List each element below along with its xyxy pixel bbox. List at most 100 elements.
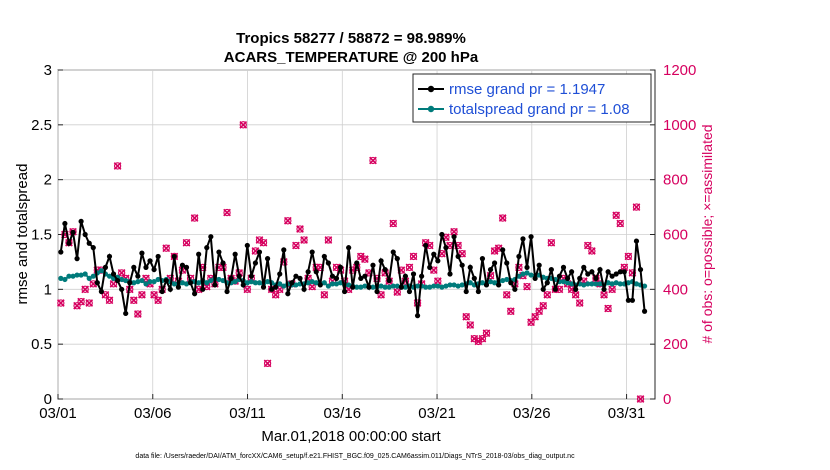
- obs-possible-point: [636, 395, 645, 403]
- rmse-point: [597, 266, 603, 273]
- obs-assimilated-point: [77, 297, 85, 306]
- totalspread-point: [313, 280, 319, 286]
- rmse-point: [382, 266, 388, 273]
- rmse-point: [504, 260, 510, 266]
- totalspread-point: [244, 280, 250, 286]
- obs-assimilated-point: [133, 310, 142, 318]
- rmse-point: [577, 275, 583, 281]
- totalspread-point: [423, 284, 429, 290]
- rmse-point: [423, 242, 429, 249]
- rmse-point: [309, 249, 315, 255]
- rmse-point: [358, 275, 364, 281]
- totalspread-point: [337, 280, 344, 286]
- obs-possible-point: [535, 307, 543, 315]
- y-left-tick-label: 1: [44, 281, 52, 298]
- rmse-point: [293, 273, 299, 279]
- totalspread-point: [443, 283, 449, 289]
- obs-possible-point: [543, 291, 551, 299]
- obs-possible-point: [389, 219, 397, 228]
- rmse-point: [147, 258, 153, 264]
- obs-possible-point: [377, 291, 385, 299]
- rmse-point: [532, 275, 538, 281]
- rmse-point: [552, 286, 558, 292]
- obs-assimilated-point: [81, 285, 90, 294]
- rmse-point: [390, 249, 396, 255]
- totalspread-point: [386, 284, 392, 290]
- totalspread-point: [90, 273, 96, 279]
- rmse-point: [179, 262, 186, 268]
- rmse-point: [633, 238, 640, 244]
- totalspread-point: [248, 279, 254, 285]
- y-right-tick-label: 200: [663, 336, 688, 353]
- rmse-point: [196, 251, 202, 257]
- obs-assimilated-point: [470, 334, 479, 343]
- data-file-footer: data file: /Users/raeder/DAI/ATM_forcXX/…: [135, 453, 575, 460]
- obs-possible-point: [57, 299, 65, 307]
- rmse-point: [289, 280, 295, 286]
- obs-assimilated-point: [150, 290, 158, 299]
- totalspread-point: [86, 275, 92, 281]
- obs-assimilated-point: [223, 208, 231, 217]
- rmse-point: [228, 275, 234, 281]
- obs-possible-point: [628, 269, 637, 277]
- rmse-point: [459, 262, 465, 268]
- rmse-point: [252, 260, 259, 266]
- totalspread-point: [609, 281, 615, 287]
- y-right-tick-label: 400: [663, 281, 688, 298]
- obs-possible-point: [105, 296, 114, 304]
- rmse-point: [402, 273, 409, 279]
- rmse-point: [66, 240, 72, 246]
- obs-assimilated-point: [300, 236, 308, 244]
- rmse-point: [119, 286, 125, 292]
- rmse-point: [260, 284, 267, 290]
- obs-possible-point: [503, 291, 511, 299]
- rmse-point: [516, 253, 522, 260]
- obs-assimilated-point: [555, 285, 564, 294]
- rmse-point: [200, 286, 206, 292]
- obs-assimilated-point: [462, 312, 471, 321]
- totalspread-point: [204, 280, 210, 286]
- obs-possible-point: [117, 269, 126, 277]
- obs-possible-point: [539, 302, 547, 310]
- totalspread-point: [402, 284, 409, 290]
- x-tick-label: 03/01: [39, 405, 77, 422]
- obs-assimilated-point: [405, 263, 414, 272]
- obs-assimilated-point: [194, 285, 203, 294]
- obs-assimilated-point: [527, 318, 535, 327]
- y-axis-right: 0 200 400 600 800 1000 1200: [650, 62, 696, 408]
- totalspread-point: [414, 283, 421, 289]
- obs-possible-point: [284, 217, 292, 225]
- totalspread-point: [491, 280, 498, 286]
- rmse-point: [467, 264, 473, 270]
- rmse-point: [621, 269, 627, 275]
- obs-assimilated-point: [105, 296, 114, 305]
- obs-assimilated-point: [567, 285, 576, 294]
- totalspread-point: [487, 279, 494, 285]
- obs-assimilated-point: [620, 263, 629, 272]
- obs-assimilated-point: [636, 395, 645, 403]
- totalspread-point: [151, 279, 157, 285]
- obs-assimilated-point: [608, 285, 617, 294]
- rmse-point: [512, 286, 518, 292]
- rmse-point: [443, 245, 449, 251]
- obs-possible-point: [612, 211, 620, 219]
- obs-assimilated-point: [506, 307, 515, 316]
- obs-assimilated-point: [547, 238, 556, 247]
- obs-possible-point: [458, 250, 466, 258]
- totalspread-point: [435, 283, 441, 289]
- rmse-point: [350, 284, 356, 290]
- totalspread-point: [216, 276, 222, 283]
- obs-assimilated-point: [255, 236, 264, 244]
- totalspread-point: [569, 281, 575, 287]
- obs-possible-point: [190, 214, 199, 222]
- obs-assimilated-point: [162, 244, 171, 253]
- rmse-point: [224, 288, 230, 295]
- obs-possible-point: [85, 299, 93, 307]
- rmse-point: [569, 269, 575, 275]
- totalspread-point: [382, 284, 388, 290]
- rmse-point: [208, 234, 214, 240]
- totalspread-point: [139, 277, 145, 284]
- totalspread-point: [447, 282, 453, 288]
- obs-assimilated-point: [474, 337, 483, 346]
